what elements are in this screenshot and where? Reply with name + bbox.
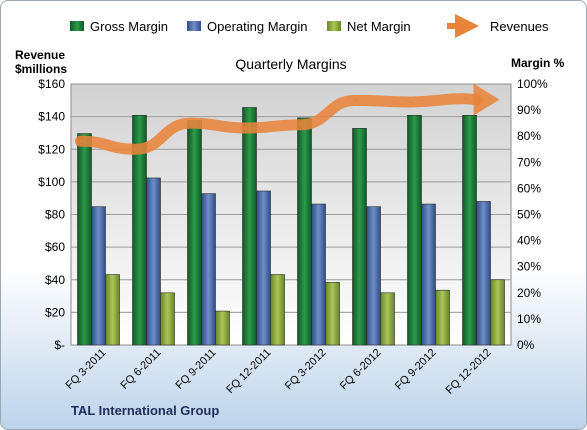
right-tick-label: 10% [517, 312, 541, 326]
bar-operating-margin [256, 190, 271, 346]
right-tick-label: 90% [517, 103, 541, 117]
bar-net-margin [380, 292, 395, 346]
bar-net-margin [490, 279, 505, 346]
legend-label-net-margin: Net Margin [347, 19, 411, 34]
right-tick-label: 70% [517, 155, 541, 169]
revenue-point [409, 100, 412, 103]
left-tick-label: $- [54, 338, 65, 352]
right-tick-label: 0% [517, 338, 535, 352]
x-tick-label: FQ 9-2011 [174, 347, 219, 392]
revenue-point [354, 99, 357, 102]
x-tick-label: FQ 12-2012 [444, 347, 494, 397]
left-tick-label: $20 [45, 305, 65, 319]
bar-gross-margin [187, 120, 202, 346]
revenue-point [134, 148, 137, 151]
legend-swatch-gross-margin [70, 21, 84, 31]
x-tick-label: FQ 3-2011 [64, 347, 109, 392]
bar-net-margin [105, 274, 120, 346]
bar-gross-margin [242, 107, 257, 346]
legend-swatch-net-margin [327, 21, 341, 31]
bar-operating-margin [421, 203, 436, 346]
y-left-title-line2: $millions [15, 62, 67, 76]
bar-operating-margin [366, 206, 381, 346]
right-axis-ticks: 0% 10% 20% 30% 40% 50% 60% 70% 80% 90% 100% [517, 77, 548, 352]
x-tick-label: FQ 12-2011 [224, 347, 273, 396]
y-left-title-line1: Revenue [15, 48, 65, 62]
chart-title: Quarterly Margins [235, 56, 346, 72]
bar-net-margin [325, 282, 340, 346]
right-tick-label: 80% [517, 129, 541, 143]
left-tick-label: $40 [45, 273, 65, 287]
revenue-point [299, 123, 302, 126]
left-tick-label: $60 [45, 240, 65, 254]
bar-operating-margin [146, 177, 161, 346]
revenue-line-path [75, 93, 483, 155]
right-tick-label: 100% [517, 77, 548, 91]
right-tick-label: 60% [517, 181, 541, 195]
bar-operating-margin [476, 201, 491, 346]
x-tick-label: FQ 6-2011 [119, 347, 164, 392]
right-tick-label: 40% [517, 234, 541, 248]
left-tick-label: $100 [38, 175, 65, 189]
bar-gross-margin [297, 117, 312, 346]
legend-label-gross-margin: Gross Margin [90, 19, 168, 34]
company-name: TAL International Group [71, 403, 219, 418]
bar-net-margin [160, 292, 175, 346]
x-axis-ticks: FQ 3-2011 FQ 6-2011 FQ 9-2011 FQ 12-2011 FQ … [64, 347, 494, 397]
left-tick-label: $160 [38, 77, 65, 91]
right-tick-label: 20% [517, 286, 541, 300]
left-tick-label: $80 [45, 208, 65, 222]
right-tick-label: 50% [517, 208, 541, 222]
bar-operating-margin [201, 193, 216, 346]
bar-gross-margin [462, 115, 477, 346]
bar-net-margin [215, 310, 230, 346]
bar-net-margin [270, 274, 285, 346]
x-tick-label: FQ 9-2012 [393, 347, 439, 393]
bar-net-margin [435, 289, 450, 346]
x-tick-label: FQ 3-2012 [283, 347, 329, 393]
bar-operating-margin [91, 206, 106, 346]
legend-swatch-operating-margin [187, 21, 201, 31]
revenue-point [464, 97, 467, 100]
revenue-line [75, 83, 500, 155]
x-tick-label: FQ 6-2012 [338, 347, 384, 393]
revenue-point [244, 127, 247, 130]
revenue-point [79, 140, 82, 143]
legend-label-operating-margin: Operating Margin [207, 19, 307, 34]
bar-gross-margin [352, 128, 367, 346]
revenue-point [189, 122, 192, 125]
legend-label-revenues: Revenues [490, 19, 549, 34]
bar-gross-margin [77, 133, 92, 346]
left-tick-label: $120 [38, 142, 65, 156]
y-right-title: Margin % [511, 56, 565, 70]
right-tick-label: 30% [517, 260, 541, 274]
left-tick-label: $140 [38, 110, 65, 124]
revenue-arrowhead [473, 83, 500, 116]
left-axis-ticks: $- $20 $40 $60 $80 $100 $120 $140 $160 [38, 77, 65, 352]
bar-gross-margin [407, 115, 422, 346]
legend: Gross Margin Operating Margin Net Margin… [70, 14, 549, 38]
bar-operating-margin [311, 203, 326, 346]
bar-series [77, 107, 505, 346]
